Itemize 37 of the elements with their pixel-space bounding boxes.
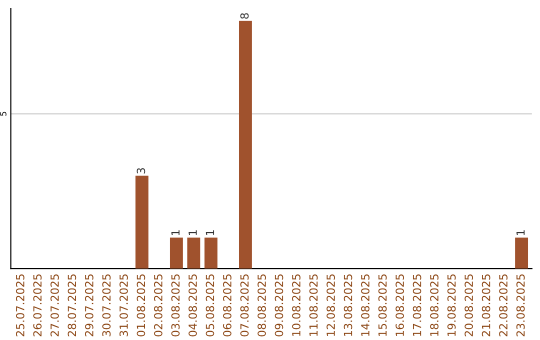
data-label: 1 [171,230,180,236]
x-tick-label: 21.08.2025 [482,274,490,336]
y-tick-label: 5 [0,112,6,116]
data-label: 1 [206,230,214,236]
x-tick-label: 18.08.2025 [430,274,438,336]
x-tick-label: 26.07.2025 [33,274,42,336]
data-label: 8 [240,13,249,19]
x-tick-label: 23.08.2025 [516,274,525,336]
data-label: 3 [136,168,146,174]
data-label: 1 [188,230,197,236]
x-tick-label: 20.08.2025 [464,274,474,336]
x-tick-label: 09.08.2025 [274,274,284,336]
x-tick-label: 29.07.2025 [84,274,94,336]
x-tick-label: 06.08.2025 [223,274,232,336]
x-tick-label: 10.08.2025 [292,274,300,336]
x-tick-label: 30.07.2025 [102,274,111,336]
x-tick-label: 04.08.2025 [188,274,197,336]
x-tick-label: 05.08.2025 [206,274,214,336]
x-tick-label: 14.08.2025 [361,274,370,336]
data-label: 1 [516,230,525,236]
x-tick-label: 31.07.2025 [120,274,128,336]
x-tick-label: 17.08.2025 [412,274,422,336]
x-tick-label: 07.08.2025 [240,274,249,336]
x-tick-label: 22.08.2025 [499,274,508,336]
x-tick-label: 02.08.2025 [154,274,162,336]
x-tick-label: 16.08.2025 [396,274,404,336]
x-tick-label: 03.08.2025 [171,274,180,336]
x-tick-label: 28.07.2025 [68,274,76,336]
x-tick-label: 01.08.2025 [136,274,146,336]
x-tick-label: 27.07.2025 [50,274,59,336]
x-tick-label: 19.08.2025 [447,274,456,336]
x-tick-label: 25.07.2025 [16,274,24,336]
x-tick-label: 08.08.2025 [258,274,266,336]
x-tick-label: 13.08.2025 [344,274,352,336]
x-tick-label: 12.08.2025 [326,274,335,336]
x-tick-label: 15.08.2025 [378,274,387,336]
x-tick-label: 11.08.2025 [309,274,318,336]
